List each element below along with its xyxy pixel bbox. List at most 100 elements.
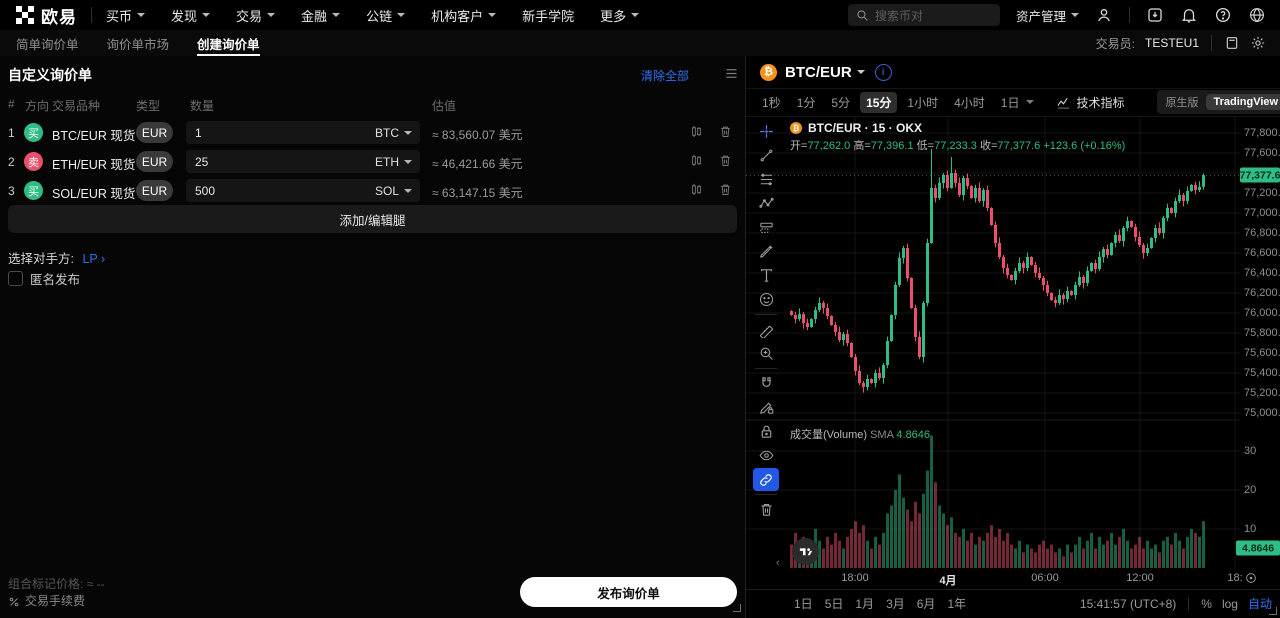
xabcd-pattern-tool-icon[interactable] <box>753 192 779 215</box>
time-axis[interactable]: 18:00 4月 06:00 12:00 18: <box>746 568 1280 590</box>
emoji-tool-icon[interactable] <box>753 288 779 311</box>
magnet-tool-icon[interactable] <box>753 372 779 395</box>
leg-index: 1 <box>8 126 15 140</box>
leg-chart-icon[interactable] <box>689 124 704 139</box>
assets-menu[interactable]: 资产管理 <box>1016 6 1079 25</box>
trend-line-tool-icon[interactable] <box>753 144 779 167</box>
calculator-icon[interactable] <box>1224 35 1240 51</box>
leg-chart-icon[interactable] <box>689 153 704 168</box>
indicators-button[interactable]: 技术指标 <box>1056 94 1125 111</box>
delete-leg-trash-icon[interactable] <box>718 153 733 168</box>
counterparty-link[interactable]: LP › <box>82 252 106 266</box>
range-tab-5日[interactable]: 5日 <box>824 597 844 611</box>
timeframe-1小时[interactable]: 1小时 <box>907 95 939 110</box>
leg-pair[interactable]: ETH/EUR 现货 <box>52 158 136 172</box>
percent-scale-button[interactable]: % <box>1201 596 1212 611</box>
hide-toolbar-chevron-icon[interactable]: ‹ <box>776 557 780 569</box>
tradingview-logo[interactable] <box>792 538 819 565</box>
fib-retracement-tool-icon[interactable] <box>753 168 779 191</box>
quantity-field[interactable]: 25 ETH <box>186 150 420 173</box>
lock-all-tool-icon[interactable] <box>753 420 779 443</box>
language-globe-icon[interactable] <box>1248 6 1266 24</box>
quantity-field[interactable]: 500 SOL <box>186 179 420 202</box>
delete-leg-trash-icon[interactable] <box>718 124 733 139</box>
timeframe-1秒[interactable]: 1秒 <box>762 95 781 110</box>
price-tick-label: 77,000.0 <box>1244 207 1280 219</box>
log-scale-button[interactable]: log <box>1221 596 1238 611</box>
measure-ruler-tool-icon[interactable] <box>753 318 779 341</box>
crosshair-tool-icon[interactable] <box>753 120 779 143</box>
nav-item-机构客户[interactable]: 机构客户 <box>431 6 497 25</box>
quantity-field[interactable]: 1 BTC <box>186 121 420 144</box>
info-icon[interactable]: i <box>874 63 892 81</box>
timeframe-5分[interactable]: 5分 <box>831 95 851 110</box>
sync-link-tool-icon[interactable] <box>753 468 779 491</box>
range-tab-3月[interactable]: 3月 <box>886 597 905 611</box>
leg-pair[interactable]: BTC/EUR 现货 <box>52 129 136 143</box>
delete-leg-trash-icon[interactable] <box>718 182 733 197</box>
brush-tool-icon[interactable] <box>753 240 779 263</box>
add-edit-leg-button[interactable]: 添加/编辑腿 <box>8 205 737 233</box>
panel-resize-handle[interactable] <box>733 604 741 612</box>
col-header: 交易品种 <box>52 99 101 113</box>
anonymous-checkbox[interactable] <box>8 271 23 286</box>
chart-plot-area[interactable]: ₿ BTC/EUR · 15 · OKX 开=77,262.0 高=77,396… <box>746 116 1280 569</box>
fee-label: 交易手续费 <box>25 594 86 608</box>
side-badge: 卖 <box>24 152 43 171</box>
notifications-bell-icon[interactable] <box>1180 6 1198 24</box>
publish-rfq-button[interactable]: 发布询价单 <box>520 577 737 607</box>
hide-drawings-eye-icon[interactable] <box>753 444 779 467</box>
text-tool-icon[interactable] <box>753 264 779 287</box>
account-icon[interactable] <box>1095 6 1113 24</box>
nav-item-金融[interactable]: 金融 <box>301 6 341 25</box>
leg-chart-icon[interactable] <box>689 182 704 197</box>
unit-select[interactable]: SOL <box>375 184 412 198</box>
currency-pill[interactable]: EUR <box>136 180 173 201</box>
long-position-tool-icon[interactable] <box>753 216 779 239</box>
tab-简单询价单[interactable]: 简单询价单 <box>16 37 79 52</box>
range-tab-1日[interactable]: 1日 <box>794 597 813 611</box>
currency-pill[interactable]: EUR <box>136 122 173 143</box>
chevron-down-icon <box>1071 13 1079 17</box>
panel-menu-icon[interactable] <box>724 66 739 81</box>
chart-resize-handle[interactable] <box>1269 607 1277 615</box>
nav-item-公链[interactable]: 公链 <box>366 6 406 25</box>
timeframe-1分[interactable]: 1分 <box>796 95 816 110</box>
tab-创建询价单[interactable]: 创建询价单 <box>197 30 260 56</box>
tradingview-option[interactable]: TradingView <box>1205 94 1280 110</box>
zoom-in-tool-icon[interactable] <box>753 342 779 365</box>
unit-select[interactable]: BTC <box>375 126 412 140</box>
fee-line[interactable]: 交易手续费 <box>8 593 105 610</box>
timeframe-more-chevron-icon[interactable] <box>1026 100 1035 104</box>
timeframe-15分[interactable]: 15分 <box>860 91 898 113</box>
currency-pill[interactable]: EUR <box>136 151 173 172</box>
settings-gear-icon[interactable] <box>1250 35 1266 51</box>
range-tab-6月[interactable]: 6月 <box>916 597 936 611</box>
range-tab-1月[interactable]: 1月 <box>855 597 875 611</box>
nav-item-发现[interactable]: 发现 <box>171 6 211 25</box>
timeframe-1日[interactable]: 1日 <box>1000 95 1020 110</box>
nav-item-交易[interactable]: 交易 <box>236 6 276 25</box>
auto-scale-button[interactable]: 自动 <box>1247 597 1272 611</box>
nav-item-更多[interactable]: 更多 <box>600 6 640 25</box>
scroll-to-realtime-icon[interactable] <box>1244 571 1258 585</box>
remove-drawings-trash-icon[interactable] <box>753 498 779 521</box>
unit-select[interactable]: ETH <box>375 155 412 169</box>
help-icon[interactable] <box>1214 6 1232 24</box>
okx-logo[interactable]: 欧易 <box>16 3 77 28</box>
clear-all-link[interactable]: 清除全部 <box>640 69 689 83</box>
symbol-selector[interactable]: BTC/EUR <box>785 64 865 81</box>
download-app-icon[interactable] <box>1146 6 1164 24</box>
search-input[interactable]: 搜索币对 <box>847 4 1000 26</box>
timeframe-4小时[interactable]: 4小时 <box>954 95 985 110</box>
drawing-edit-lock-icon[interactable] <box>753 396 779 419</box>
nav-item-买币[interactable]: 买币 <box>106 6 146 25</box>
counterparty-label: 选择对手方: <box>8 252 74 266</box>
leg-pair[interactable]: SOL/EUR 现货 <box>52 187 136 201</box>
native-version-option[interactable]: 原生版 <box>1165 97 1199 109</box>
time-tick-label: 4月 <box>939 575 957 587</box>
range-tab-1年[interactable]: 1年 <box>947 597 967 611</box>
nav-item-新手学院[interactable]: 新手学院 <box>522 8 575 24</box>
tab-询价单市场[interactable]: 询价单市场 <box>106 37 170 52</box>
